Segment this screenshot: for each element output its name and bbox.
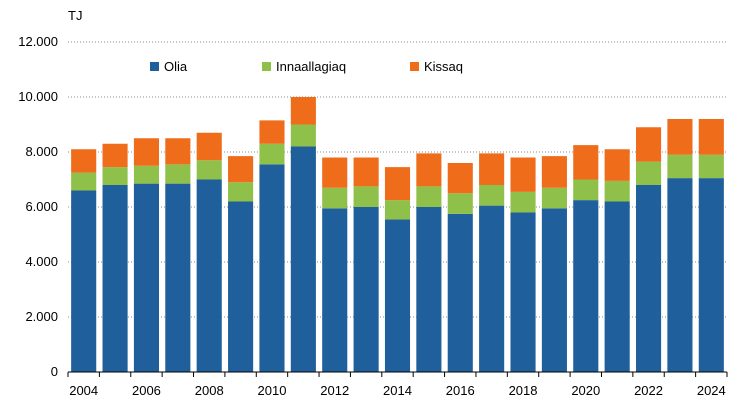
y-tick-label: 8.000	[25, 144, 58, 159]
bar-segment-olia	[102, 185, 128, 372]
legend-label-olia: Olia	[164, 59, 188, 74]
x-tick-label: 2014	[383, 383, 412, 398]
x-axis-ticks: 2004 2006 2008 2010 2012 2014 2016 2018 2020 2022…	[67, 372, 728, 398]
x-tick-label: 2020	[571, 383, 600, 398]
bar-segment-innaallagiaq	[447, 193, 473, 214]
x-tick-label: 2004	[69, 383, 98, 398]
bar-segment-olia	[228, 201, 254, 372]
x-tick-label: 2016	[446, 383, 475, 398]
bar-segment-olia	[541, 208, 567, 372]
bar-segment-olia	[322, 208, 348, 372]
bar-segment-kissaq	[259, 120, 285, 144]
bar-segment-olia	[196, 179, 222, 372]
bar-segment-innaallagiaq	[479, 185, 505, 206]
bar-segment-innaallagiaq	[635, 161, 662, 185]
bar-segment-olia	[667, 178, 693, 372]
legend-label-innaallagiaq: Innaallagiaq	[276, 59, 346, 74]
y-axis-unit-label: TJ	[68, 8, 82, 23]
y-tick-label: 0	[51, 364, 58, 379]
bar-segment-kissaq	[165, 138, 191, 165]
bar-segment-olia	[384, 219, 411, 372]
bar-segment-innaallagiaq	[604, 180, 630, 202]
bar-segment-innaallagiaq	[573, 179, 599, 201]
bar-segment-innaallagiaq	[133, 165, 160, 184]
legend-label-kissaq: Kissaq	[424, 59, 463, 74]
bar-segment-kissaq	[102, 143, 128, 168]
bar-segment-kissaq	[290, 97, 316, 125]
legend: Olia Innaallagiaq Kissaq	[150, 59, 463, 74]
bars	[71, 97, 724, 372]
bar-segment-olia	[698, 178, 724, 372]
bar-segment-innaallagiaq	[228, 182, 254, 202]
bar-segment-olia	[635, 185, 662, 372]
bar-segment-kissaq	[635, 127, 662, 162]
bar-segment-kissaq	[479, 153, 505, 185]
bar-segment-olia	[573, 200, 599, 372]
bar-segment-kissaq	[667, 119, 693, 155]
bar-segment-kissaq	[133, 138, 160, 166]
y-tick-label: 4.000	[25, 254, 58, 269]
bar-segment-kissaq	[322, 157, 348, 188]
legend-swatch-kissaq	[410, 62, 419, 71]
bar-segment-innaallagiaq	[290, 124, 316, 147]
bar-segment-kissaq	[416, 153, 442, 187]
bar-segment-olia	[447, 213, 473, 372]
bar-segment-innaallagiaq	[541, 187, 567, 209]
bar-segment-olia	[259, 164, 285, 372]
legend-swatch-innaallagiaq	[262, 62, 271, 71]
bar-segment-kissaq	[510, 157, 536, 192]
bar-segment-kissaq	[384, 167, 411, 201]
bar-segment-kissaq	[196, 132, 222, 161]
y-tick-label: 6.000	[25, 199, 58, 214]
bar-segment-kissaq	[573, 145, 599, 180]
bar-segment-olia	[165, 183, 191, 372]
bar-segment-olia	[416, 207, 442, 372]
bar-segment-olia	[604, 201, 630, 372]
bar-segment-innaallagiaq	[322, 187, 348, 209]
x-tick-label: 2008	[195, 383, 224, 398]
bar-segment-olia	[353, 207, 379, 372]
bar-segment-innaallagiaq	[196, 160, 222, 180]
bar-segment-kissaq	[71, 149, 97, 173]
bar-segment-olia	[290, 146, 316, 372]
bar-segment-innaallagiaq	[165, 164, 191, 184]
legend-swatch-olia	[150, 62, 159, 71]
bar-segment-innaallagiaq	[510, 191, 536, 213]
bar-segment-innaallagiaq	[71, 172, 97, 191]
x-tick-label: 2022	[634, 383, 663, 398]
bar-segment-kissaq	[541, 156, 567, 188]
bar-segment-kissaq	[604, 149, 630, 181]
bar-segment-kissaq	[447, 163, 473, 194]
y-axis-ticks: 0 2.000 4.000 6.000 8.000 10.000 12.000	[18, 34, 58, 379]
bar-segment-innaallagiaq	[259, 143, 285, 165]
x-tick-label: 2006	[132, 383, 161, 398]
y-tick-label: 2.000	[25, 309, 58, 324]
bar-segment-kissaq	[353, 157, 379, 187]
x-tick-label: 2010	[258, 383, 287, 398]
bar-segment-kissaq	[228, 156, 254, 183]
bar-segment-olia	[510, 212, 536, 372]
bar-segment-innaallagiaq	[416, 186, 442, 207]
bar-segment-olia	[71, 190, 97, 372]
y-tick-label: 12.000	[18, 34, 58, 49]
x-tick-label: 2012	[320, 383, 349, 398]
y-tick-label: 10.000	[18, 89, 58, 104]
bar-segment-innaallagiaq	[698, 154, 724, 179]
bar-segment-olia	[133, 183, 160, 372]
x-tick-label: 2018	[509, 383, 538, 398]
bar-segment-kissaq	[698, 119, 724, 155]
bar-segment-innaallagiaq	[667, 154, 693, 179]
bar-segment-innaallagiaq	[384, 200, 411, 220]
bar-segment-innaallagiaq	[102, 167, 128, 185]
bar-segment-innaallagiaq	[353, 186, 379, 207]
bar-segment-olia	[479, 205, 505, 372]
x-tick-label: 2024	[697, 383, 726, 398]
